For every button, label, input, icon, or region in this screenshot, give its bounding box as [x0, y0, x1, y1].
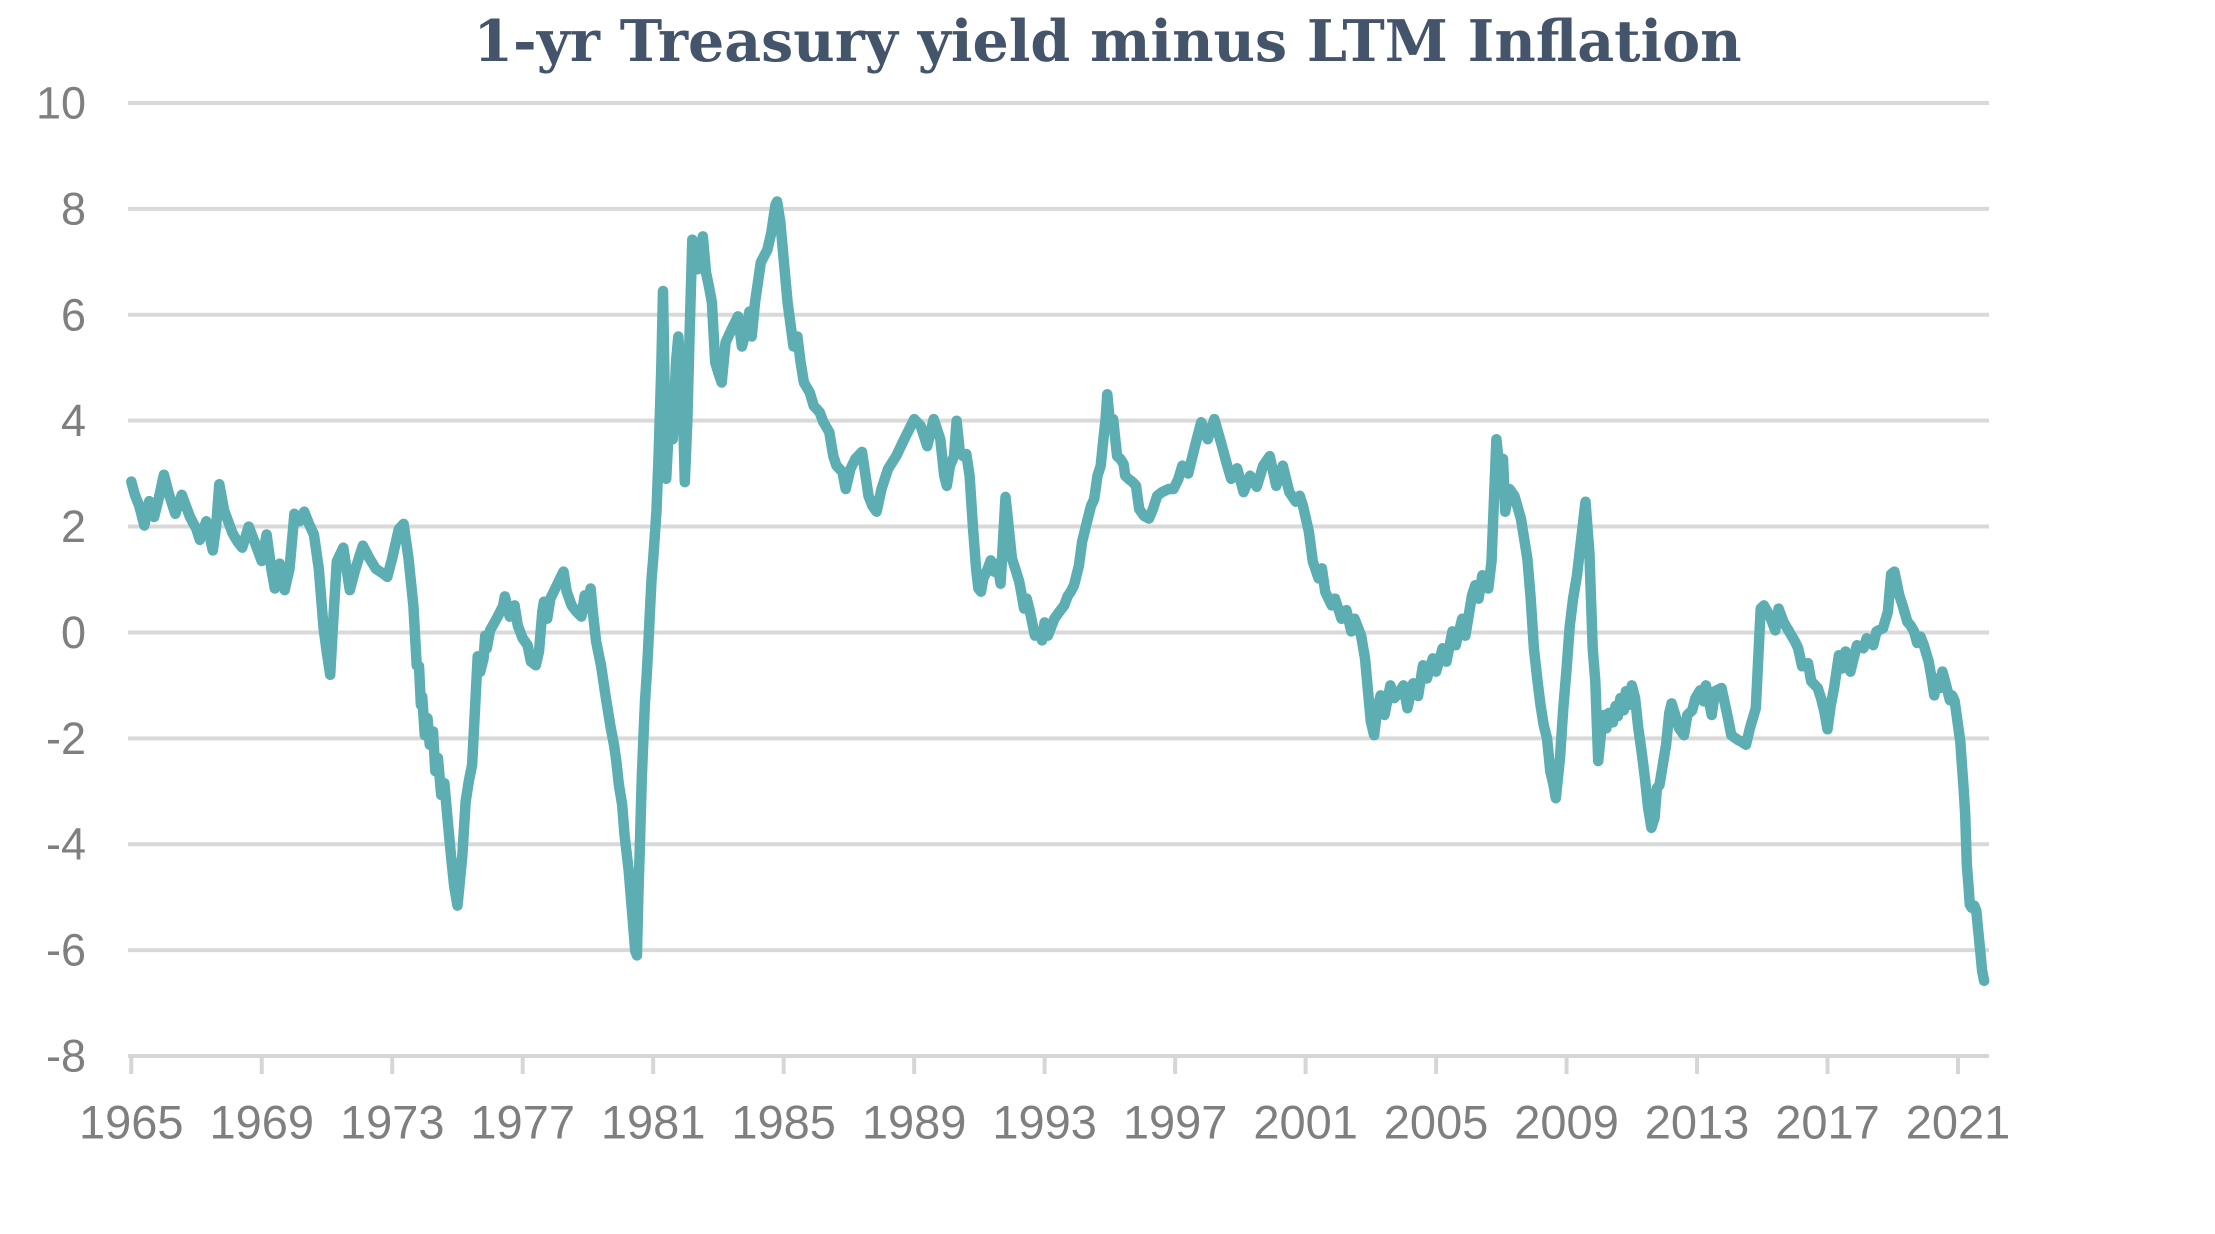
y-tick-label: -6 [46, 925, 86, 976]
x-tick-label: 1965 [79, 1096, 184, 1149]
y-tick-label: 4 [61, 395, 86, 446]
x-tick-label: 2017 [1775, 1096, 1880, 1149]
x-tick-label: 2009 [1514, 1096, 1619, 1149]
y-tick-label: 2 [61, 501, 86, 552]
series-line [126, 196, 1990, 987]
x-tick-label: 1989 [862, 1096, 967, 1149]
x-tick-label: 1973 [340, 1096, 445, 1149]
y-tick-label: 8 [61, 183, 86, 234]
y-tick-label: -4 [46, 819, 86, 870]
x-tick-label: 1969 [209, 1096, 314, 1149]
x-tick-label: 1985 [731, 1096, 836, 1149]
x-tick-label: 2001 [1253, 1096, 1358, 1149]
y-tick-label: 10 [36, 78, 86, 129]
y-tick-label: 0 [61, 607, 86, 658]
y-tick-label: -8 [46, 1031, 86, 1082]
x-tick-label: 2021 [1906, 1096, 2011, 1149]
x-tick-label: 2005 [1384, 1096, 1489, 1149]
x-tick-label: 1993 [992, 1096, 1097, 1149]
x-tick-label: 1981 [601, 1096, 706, 1149]
x-tick-label: 2013 [1645, 1096, 1750, 1149]
x-tick-label: 1997 [1123, 1096, 1228, 1149]
x-tick-label: 1977 [470, 1096, 575, 1149]
y-tick-label: 6 [61, 289, 86, 340]
chart-title: 1-yr Treasury yield minus LTM Inflation [473, 8, 1742, 75]
y-tick-label: -2 [46, 713, 86, 764]
